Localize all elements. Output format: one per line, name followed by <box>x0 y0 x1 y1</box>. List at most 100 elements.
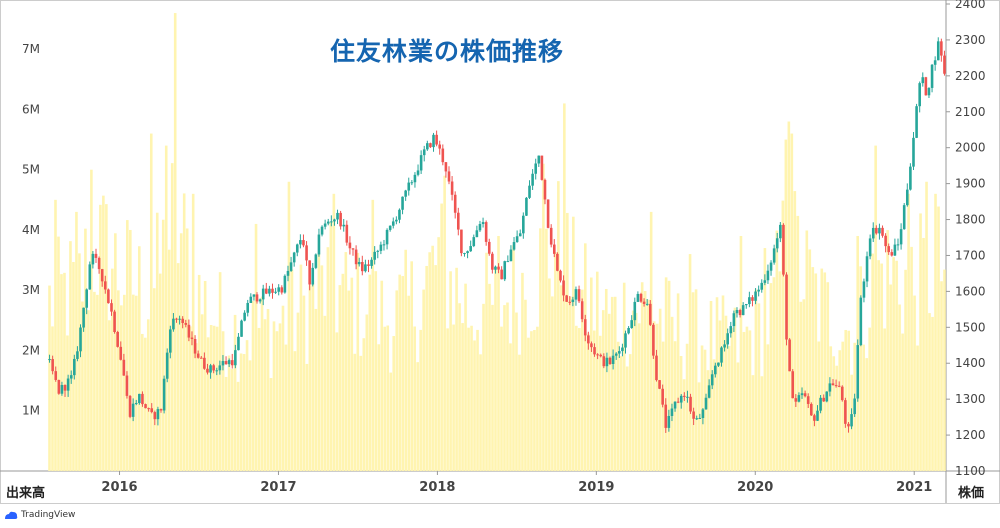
candle-body <box>447 171 451 182</box>
volume-bar <box>667 280 671 471</box>
candle-body <box>172 318 175 330</box>
volume-bar <box>862 344 865 471</box>
candle-body <box>775 238 779 249</box>
volume-bar <box>132 294 135 471</box>
candle-body <box>429 143 432 148</box>
volume-bar <box>314 308 318 471</box>
volume-bar <box>925 181 928 471</box>
candle-body <box>144 404 147 409</box>
volume-bar <box>410 261 413 471</box>
volume-bar <box>628 354 632 471</box>
candle-body <box>769 262 773 271</box>
candle-body <box>707 385 711 398</box>
candle-body <box>184 322 188 325</box>
candle-body <box>478 224 482 231</box>
candle-body <box>156 409 160 420</box>
volume-bar <box>129 229 132 471</box>
volume-bar <box>874 145 877 471</box>
candle-body <box>552 244 556 254</box>
volume-tick-label: 1M <box>22 404 40 418</box>
volume-bar <box>398 274 402 471</box>
candle-body <box>930 64 934 88</box>
price-tick-label: 1700 <box>955 248 986 262</box>
volume-bar <box>401 276 405 471</box>
volume-bar <box>805 230 809 471</box>
volume-bar <box>739 235 743 471</box>
candle-body <box>274 291 277 293</box>
candle-body <box>206 368 209 373</box>
candle-body <box>534 163 538 174</box>
volume-bar <box>425 265 428 471</box>
candle-body <box>772 248 776 263</box>
volume-bar <box>105 204 108 472</box>
candle-body <box>580 301 584 320</box>
volume-bar <box>158 273 162 471</box>
candle-body <box>215 370 219 372</box>
volume-bar <box>799 301 803 471</box>
volume-bar <box>443 175 446 472</box>
candle-body <box>416 170 420 175</box>
candle-body <box>822 397 825 402</box>
volume-bar <box>290 269 294 471</box>
volume-bar <box>937 206 940 471</box>
volume-bar <box>341 273 345 471</box>
candle-body <box>525 197 528 216</box>
candle-body <box>868 238 872 257</box>
candle-body <box>531 173 534 186</box>
candle-body <box>317 234 321 255</box>
volume-bar <box>440 203 443 471</box>
volume-bar <box>272 321 276 471</box>
volume-bar <box>886 230 889 471</box>
volume-bar <box>332 193 336 471</box>
candle-body <box>806 396 810 404</box>
candle-body <box>695 418 699 420</box>
volume-bar <box>646 299 650 471</box>
volume-bar <box>146 319 150 471</box>
candle-body <box>88 264 92 290</box>
volume-bar <box>796 215 800 471</box>
candle-body <box>481 222 485 225</box>
volume-bar <box>691 292 695 471</box>
candle-body <box>692 411 695 419</box>
volume-bar <box>293 351 297 471</box>
volume-bar <box>733 307 737 471</box>
volume-bar <box>898 304 901 471</box>
candle-body <box>915 106 918 138</box>
candle-body <box>757 289 760 292</box>
volume-bar <box>389 372 393 471</box>
volume-bar <box>179 233 183 471</box>
candle-body <box>537 155 541 164</box>
volume-bar <box>700 345 704 471</box>
candle-body <box>91 253 95 265</box>
volume-bar <box>233 314 237 471</box>
candle-body <box>286 270 290 276</box>
candle-body <box>230 360 234 366</box>
candle-body <box>813 415 816 421</box>
volume-bar <box>566 212 569 471</box>
volume-bar <box>910 246 913 471</box>
candle-body <box>484 222 488 242</box>
volume-bar <box>497 235 500 471</box>
candle-body <box>902 205 906 230</box>
volume-bar <box>392 336 396 471</box>
candle-body <box>441 148 445 163</box>
candle-body <box>475 230 479 238</box>
candle-body <box>865 256 869 282</box>
volume-bar <box>754 289 758 471</box>
volume-tick-label: 6M <box>22 102 40 116</box>
candle-body <box>221 361 225 366</box>
candle-body <box>283 275 287 293</box>
year-tick-label: 2016 <box>101 480 137 495</box>
volume-bar <box>221 331 225 471</box>
candle-body <box>60 384 64 394</box>
volume-bar <box>356 252 360 471</box>
tradingview-watermark: TradingView <box>4 510 75 520</box>
volume-tick-label: 3M <box>22 283 40 297</box>
volume-bar <box>476 329 479 471</box>
volume-bar <box>413 326 416 471</box>
candle-body <box>933 60 937 65</box>
candle-body <box>107 289 110 304</box>
candle-body <box>825 391 829 402</box>
candle-body <box>540 155 544 180</box>
candle-body <box>175 318 178 320</box>
